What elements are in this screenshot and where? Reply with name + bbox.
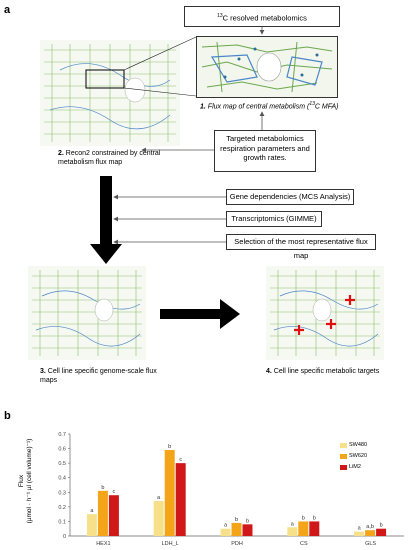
y-tick-label: 0.1	[58, 519, 66, 525]
bar-significance-label: b	[313, 515, 316, 521]
x-tick-label: GLS	[365, 541, 376, 547]
bar-significance-label: a	[358, 526, 362, 532]
recon2-genome-scale-map	[40, 40, 180, 146]
cell-line-gsfm-graphic	[28, 266, 146, 360]
caption-cell-line-gsfm: 3. Cell line specific genome-scale flux …	[40, 368, 160, 385]
caption-recon2-number: 2.	[58, 150, 64, 157]
caption-flux-map-suffix: C MFA)	[314, 103, 339, 111]
gene-dependencies-box: Gene dependencies (MCS Analysis)	[226, 189, 354, 205]
bar-significance-label: b	[302, 515, 305, 521]
caption-metabolic-targets-text: Cell line specific metabolic targets	[273, 368, 380, 375]
targeted-metabolomics-box: Targeted metabolomics respiration parame…	[214, 130, 316, 172]
y-tick-label: 0.3	[58, 490, 66, 496]
panel-label-a: a	[4, 4, 11, 16]
bar	[164, 450, 175, 536]
y-tick-label: 0.5	[58, 461, 66, 467]
chart-legend: SW480 SW620 LiM2	[340, 442, 400, 475]
zoom-connector-lines	[123, 36, 197, 97]
bar	[365, 530, 376, 536]
bar	[354, 531, 365, 536]
bar	[108, 495, 119, 536]
x-tick-label: PDH	[231, 541, 243, 547]
bar	[86, 514, 97, 536]
workflow-arrows	[90, 27, 265, 329]
target-markers	[294, 295, 355, 335]
target-marker	[345, 295, 355, 305]
selection-label: Selection of the most representative flu…	[234, 237, 368, 260]
caption-flux-map-sup: 13	[309, 101, 315, 107]
y-tick-label: 0	[63, 534, 66, 540]
legend-item: SW620	[340, 453, 400, 459]
caption-cell-line-gsfm-number: 3.	[40, 368, 46, 375]
caption-cell-line-gsfm-text: Cell line specific genome-scale flux map…	[40, 368, 157, 384]
legend-swatch	[340, 442, 347, 448]
target-marker	[294, 325, 304, 335]
legend-swatch	[340, 453, 347, 459]
y-tick-label: 0.6	[58, 447, 66, 453]
targeted-metabolomics-label: Targeted metabolomics respiration parame…	[220, 134, 310, 162]
caption-metabolic-targets-number: 4.	[266, 368, 272, 375]
legend-item: SW480	[340, 442, 400, 448]
bar	[220, 528, 231, 536]
c13-box-label: C resolved metabolomics	[222, 13, 307, 23]
caption-flux-map: 1. Flux map of central metabolism (13C M…	[200, 100, 380, 112]
bar-significance-label: a	[90, 508, 94, 514]
bar	[175, 463, 186, 536]
bar	[242, 524, 253, 536]
central-metabolism-map-zoom	[196, 36, 338, 98]
bar-significance-label: c	[113, 489, 116, 495]
legend-swatch	[340, 464, 347, 470]
bar-significance-label: b	[235, 517, 238, 523]
metabolic-targets-map	[266, 266, 384, 360]
selection-box: Selection of the most representative flu…	[226, 234, 376, 260]
legend-label: SW480	[349, 442, 368, 448]
bar-significance-label: a	[291, 521, 295, 527]
panel-label-b: b	[4, 410, 11, 422]
caption-recon2-text: Recon2 constrained by central metabolism…	[58, 150, 161, 166]
bar-significance-label: c	[179, 457, 182, 463]
x-tick-label: LDH_L	[162, 541, 179, 547]
bar-significance-label: a,b	[366, 524, 374, 530]
central-metabolism-map-graphic	[197, 37, 337, 97]
bar-significance-label: b	[101, 485, 104, 491]
c13-sup: 13	[217, 13, 223, 19]
c13-metabolomics-box: 13C resolved metabolomics	[184, 6, 340, 27]
transcriptomics-label: Transcriptomics (GIMME)	[231, 214, 317, 223]
caption-flux-map-text: Flux map of central metabolism (	[207, 103, 310, 111]
y-tick-label: 0.4	[58, 476, 66, 482]
gene-dependencies-label: Gene dependencies (MCS Analysis)	[229, 192, 351, 201]
bar-significance-label: b	[380, 523, 383, 529]
bar	[298, 521, 309, 536]
caption-flux-map-number: 1.	[200, 103, 206, 111]
caption-recon2: 2. Recon2 constrained by central metabol…	[58, 150, 168, 167]
bar	[153, 501, 164, 536]
y-tick-label: 0.2	[58, 505, 66, 511]
x-tick-label: HEX1	[96, 541, 110, 547]
legend-label: SW620	[349, 453, 368, 459]
legend-item: LiM2	[340, 464, 400, 470]
recon2-map-graphic	[40, 40, 180, 146]
transcriptomics-box: Transcriptomics (GIMME)	[226, 211, 322, 227]
bar	[287, 527, 298, 536]
bar	[309, 521, 320, 536]
y-tick-label: 0.7	[58, 432, 66, 438]
bar-significance-label: b	[246, 518, 249, 524]
metabolic-targets-graphic	[266, 266, 384, 360]
bar-significance-label: a	[157, 495, 161, 501]
caption-metabolic-targets: 4. Cell line specific metabolic targets	[266, 368, 386, 377]
legend-label: LiM2	[349, 464, 361, 470]
target-marker	[326, 319, 336, 329]
bar-significance-label: a	[224, 523, 228, 529]
bar	[97, 490, 108, 536]
cell-line-gsfm-map	[28, 266, 146, 360]
bar	[376, 528, 387, 536]
bar-significance-label: b	[168, 444, 171, 450]
x-tick-label: CS	[300, 541, 308, 547]
bar	[231, 522, 242, 536]
